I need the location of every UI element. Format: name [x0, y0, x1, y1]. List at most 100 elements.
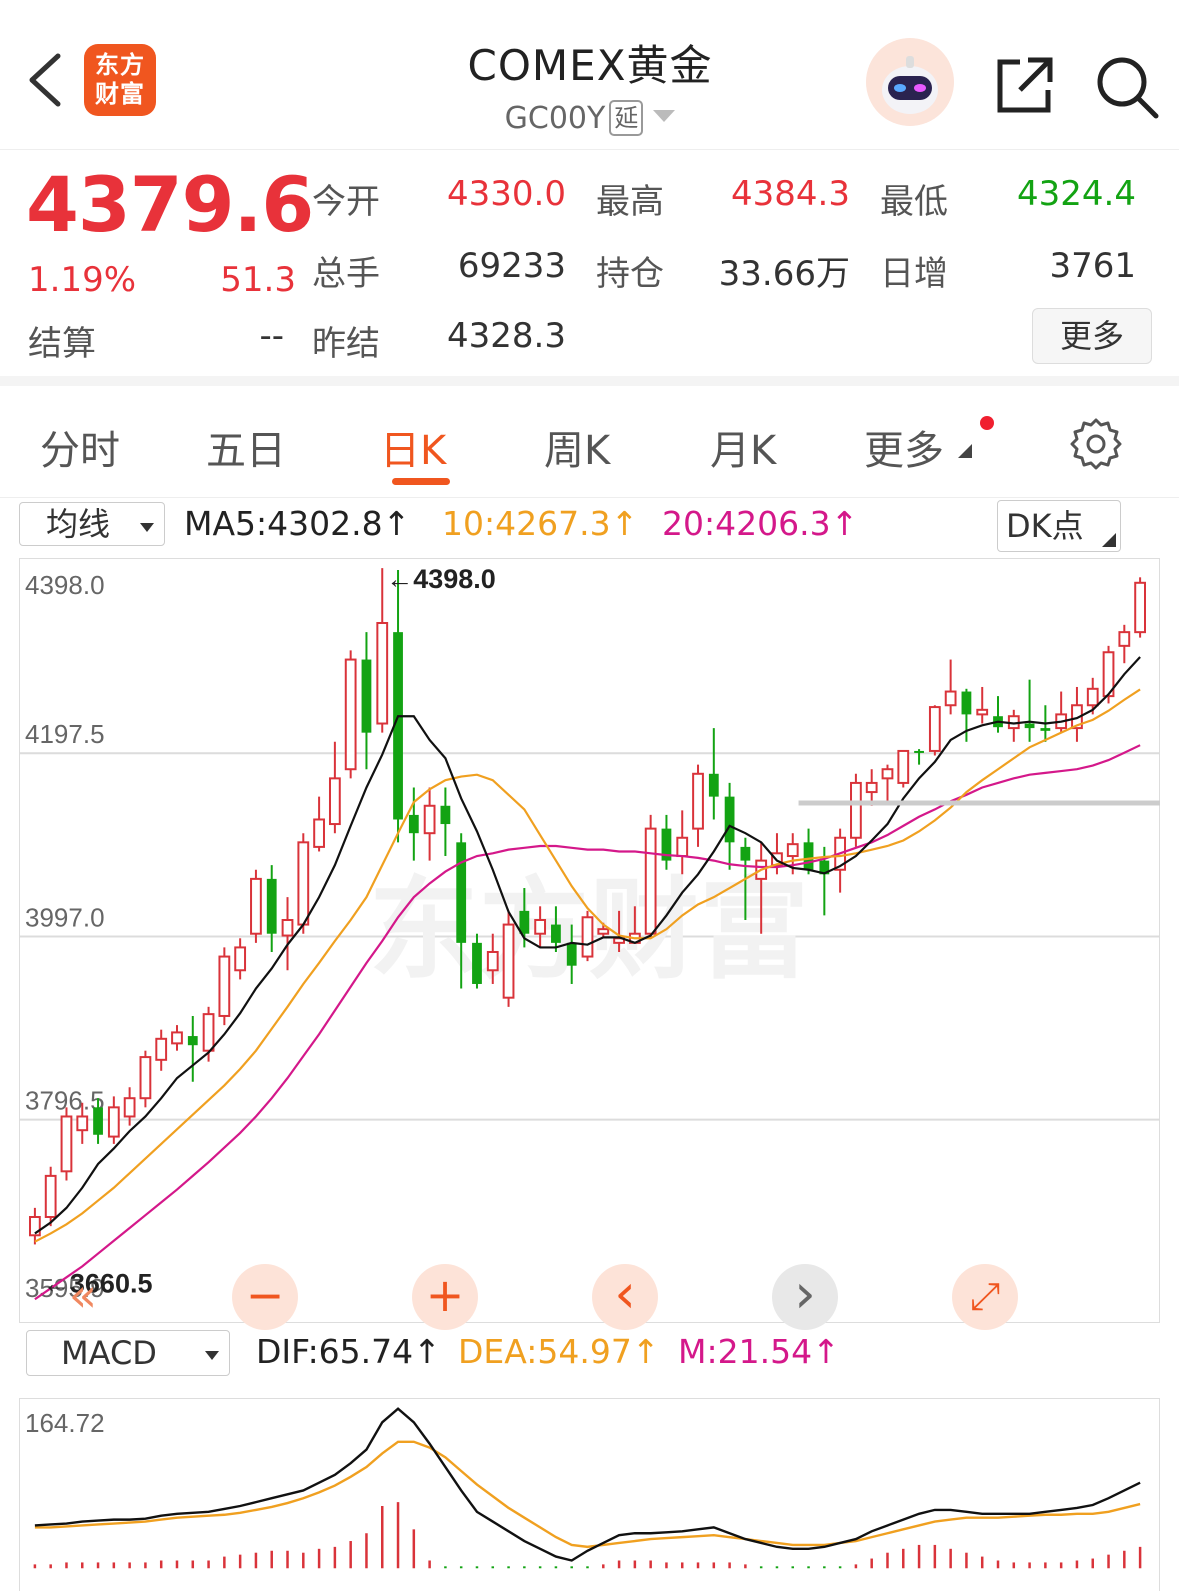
candle-body	[928, 706, 941, 752]
candle-body	[472, 942, 482, 984]
candle	[234, 938, 247, 980]
ma-selector-label: 均线	[46, 505, 111, 543]
candle-body	[423, 804, 436, 835]
settle-value: --	[259, 316, 284, 356]
tab-weekly-k[interactable]: 周K	[544, 428, 611, 474]
candle	[139, 1050, 152, 1108]
share-icon[interactable]	[994, 54, 1056, 116]
candle	[313, 796, 325, 852]
corner-triangle-icon	[958, 444, 972, 458]
candle	[171, 1025, 183, 1051]
period-tabs: 分时 五日 日K 周K 月K 更多	[0, 396, 1179, 498]
contract-selector[interactable]: GC00Y 延	[470, 100, 710, 136]
candle	[566, 924, 577, 984]
tab-daily-k[interactable]: 日K	[380, 428, 447, 474]
candlestick-chart[interactable]: 4398.04197.53997.03796.53595.9东方财富←4398.…	[19, 558, 1160, 1340]
volume-label: 总手	[312, 254, 380, 294]
candle-body	[897, 749, 910, 784]
notification-dot	[980, 416, 994, 430]
candle-body	[865, 781, 878, 794]
candle-body	[551, 924, 561, 943]
candle-body	[661, 828, 672, 861]
tab-five-day[interactable]: 五日	[206, 428, 286, 474]
scroll-left-fast-button[interactable]: «	[50, 1264, 116, 1330]
candle	[266, 865, 277, 952]
candle-body	[692, 772, 704, 830]
candle-body	[644, 827, 657, 935]
candle-body	[976, 708, 989, 716]
open-interest-value: 33.66万	[718, 254, 850, 294]
corner-triangle-icon	[1102, 533, 1116, 547]
candle-body	[76, 1115, 89, 1132]
min-price-marker: ←3660.5	[43, 1268, 153, 1298]
candle-body	[1102, 651, 1115, 698]
tab-monthly-k[interactable]: 月K	[710, 428, 777, 474]
prev-settle-value: 4328.3	[447, 316, 566, 356]
candle-body	[155, 1037, 168, 1061]
tab-more[interactable]: 更多	[864, 428, 944, 474]
ma-selector[interactable]: 均线	[19, 502, 165, 546]
app-logo: 东方 财富	[84, 44, 156, 116]
y-axis-label: 4197.5	[25, 719, 105, 749]
candle	[472, 933, 482, 989]
candle	[218, 947, 231, 1026]
scroll-left-button[interactable]: ‹	[592, 1264, 658, 1330]
candle-body	[393, 632, 403, 820]
assistant-robot-icon[interactable]	[866, 38, 954, 126]
candle-body	[1118, 631, 1131, 647]
open-label: 今开	[312, 182, 380, 222]
chevron-down-icon	[205, 1351, 219, 1360]
candle	[944, 659, 957, 715]
candle	[502, 910, 515, 1007]
dk-point-button[interactable]: DK点	[997, 500, 1121, 552]
more-quote-button[interactable]: 更多	[1032, 308, 1152, 364]
candle	[93, 1098, 103, 1144]
zoom-out-button[interactable]: −	[232, 1264, 298, 1330]
candle	[376, 568, 389, 733]
fullscreen-button[interactable]: ⤢	[952, 1264, 1018, 1330]
plus-icon: +	[425, 1268, 465, 1322]
gear-icon[interactable]	[1070, 418, 1122, 470]
macd-chart[interactable]: 164.72	[19, 1398, 1160, 1591]
candle	[914, 749, 924, 765]
tab-intraday[interactable]: 分时	[40, 428, 120, 474]
daily-increase-value: 3761	[1049, 246, 1136, 286]
candle-body	[297, 841, 310, 926]
low-label: 最低	[880, 182, 948, 222]
candle	[1071, 686, 1083, 742]
search-icon[interactable]	[1094, 54, 1160, 120]
candle	[250, 869, 262, 943]
ma10-value: 10:4267.3↑	[442, 504, 639, 543]
max-price-marker: ←4398.0	[386, 564, 496, 594]
candle	[155, 1029, 168, 1071]
candle-body	[408, 814, 419, 834]
candle-body	[202, 1013, 215, 1052]
candle-body	[1134, 581, 1147, 634]
candle-body	[60, 1115, 73, 1173]
candle-body	[313, 818, 325, 848]
candle-body	[187, 1036, 198, 1046]
chevron-left-icon: ‹	[614, 1262, 636, 1325]
candle	[551, 906, 561, 952]
logo-text-2: 财富	[95, 80, 145, 108]
candle	[993, 696, 1003, 733]
candle	[661, 814, 672, 870]
candle	[44, 1166, 57, 1227]
dea-value: DEA:54.97↑	[458, 1332, 660, 1371]
low-value: 4324.4	[1017, 174, 1136, 214]
candle-body	[1024, 723, 1035, 729]
ma5-value: MA5:4302.8↑	[184, 504, 411, 543]
candle	[76, 1102, 89, 1144]
candle	[534, 906, 547, 948]
ma20-line	[34, 744, 1141, 1301]
high-value: 4384.3	[731, 174, 850, 214]
dk-point-label: DK点	[1006, 507, 1084, 545]
scroll-right-button[interactable]: ›	[772, 1264, 838, 1330]
candle	[581, 910, 594, 962]
candle-body	[502, 923, 515, 999]
high-label: 最高	[596, 182, 664, 222]
candle-body	[1086, 687, 1099, 707]
back-arrow-icon[interactable]	[22, 50, 72, 110]
zoom-in-button[interactable]: +	[412, 1264, 478, 1330]
macd-selector[interactable]: MACD	[26, 1330, 230, 1376]
